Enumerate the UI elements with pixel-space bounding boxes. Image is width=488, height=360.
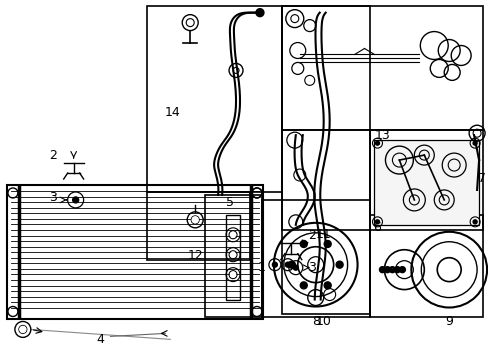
Circle shape (375, 220, 379, 224)
Bar (147, 6, 281, 192)
Bar (369, 130, 482, 230)
Bar (262, 200, 369, 318)
Text: 8: 8 (311, 315, 319, 328)
Circle shape (324, 240, 330, 247)
Text: 6: 6 (373, 221, 381, 234)
Bar (281, 130, 369, 230)
Bar (7, 185, 263, 319)
Text: 11: 11 (315, 228, 331, 241)
Text: 14: 14 (164, 106, 180, 119)
Text: 2: 2 (49, 149, 57, 162)
Text: 13: 13 (374, 129, 389, 142)
Circle shape (375, 141, 379, 145)
Circle shape (230, 252, 235, 257)
Bar (147, 192, 249, 260)
Text: 1: 1 (258, 261, 265, 274)
Text: 12: 12 (187, 249, 203, 262)
Text: 9: 9 (445, 315, 452, 328)
Circle shape (324, 282, 330, 289)
Bar (281, 6, 482, 130)
Circle shape (288, 261, 295, 268)
Bar (225, 215, 240, 300)
Bar (374, 140, 478, 225)
Circle shape (472, 220, 476, 224)
Circle shape (293, 265, 298, 270)
Circle shape (472, 141, 476, 145)
Circle shape (335, 261, 343, 268)
Text: 2: 2 (307, 229, 315, 242)
Text: 4: 4 (97, 333, 104, 346)
Circle shape (230, 232, 235, 237)
Text: 3: 3 (49, 192, 57, 204)
Circle shape (300, 282, 306, 289)
Bar (281, 6, 369, 315)
Circle shape (394, 267, 400, 273)
Circle shape (379, 267, 385, 273)
Circle shape (230, 272, 235, 277)
Circle shape (73, 197, 79, 203)
Text: 10: 10 (315, 315, 331, 328)
Text: 3: 3 (307, 261, 315, 274)
Bar (369, 215, 482, 318)
Circle shape (255, 9, 264, 17)
Circle shape (384, 267, 389, 273)
Circle shape (20, 327, 26, 332)
Circle shape (272, 262, 277, 267)
Bar (205, 195, 262, 318)
Text: 7: 7 (477, 171, 485, 185)
Circle shape (192, 217, 198, 223)
Text: 5: 5 (225, 197, 234, 210)
Circle shape (399, 267, 405, 273)
Circle shape (388, 267, 395, 273)
Circle shape (300, 240, 306, 247)
Circle shape (285, 262, 290, 267)
